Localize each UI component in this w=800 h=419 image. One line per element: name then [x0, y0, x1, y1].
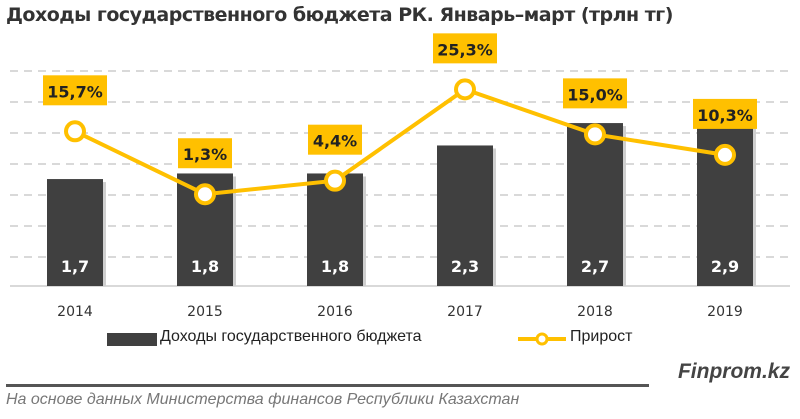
brand-logo: Finprom.kz [677, 360, 790, 383]
growth-label: 1,3% [183, 145, 227, 164]
chart-plot: 1,7 2014 1,8 2015 1,8 2016 2,3 2017 2,7 2018 2,9 20… [10, 33, 790, 320]
bar-value-label: 1,7 [61, 257, 89, 276]
x-tick-label: 2017 [447, 304, 483, 320]
bar-value-label: 2,9 [711, 257, 739, 276]
growth-label: 25,3% [437, 40, 493, 59]
growth-point [714, 143, 736, 166]
bar [697, 111, 753, 286]
legend: Доходы государственного бюджета Прирост [0, 327, 800, 351]
x-tick-label: 2016 [317, 304, 353, 320]
bar-value-label: 1,8 [321, 257, 349, 276]
growth-point [194, 183, 216, 206]
legend-line-swatch [518, 332, 566, 346]
source-note: На основе данных Министерства финансов Р… [6, 391, 520, 408]
x-tick-label: 2014 [57, 304, 93, 320]
growth-point [64, 120, 86, 143]
growth-label-box [433, 33, 497, 64]
growth-label: 15,0% [567, 85, 623, 104]
bar [47, 179, 103, 286]
growth-point [584, 123, 606, 146]
bar [307, 173, 363, 286]
x-tick-label: 2015 [187, 304, 223, 320]
footer-divider [6, 384, 649, 387]
growth-label-box [308, 124, 362, 155]
growth-label-box [178, 138, 232, 169]
growth-label-box [693, 98, 757, 129]
legend-line-label: Прирост [570, 328, 633, 345]
growth-point [324, 169, 346, 192]
bar [567, 123, 623, 286]
x-tick-label: 2018 [577, 304, 613, 320]
x-tick-label: 2019 [707, 304, 743, 320]
growth-label: 15,7% [47, 82, 103, 101]
legend-bar-swatch [107, 333, 157, 346]
growth-label-box [563, 78, 627, 109]
bar-value-label: 1,8 [191, 257, 219, 276]
bar [437, 145, 493, 286]
chart-title: Доходы государственного бюджета РК. Янва… [6, 4, 673, 26]
bar-value-label: 2,7 [581, 257, 609, 276]
growth-line [74, 87, 726, 197]
growth-label: 4,4% [313, 132, 357, 151]
growth-label-box [43, 75, 107, 106]
growth-point [454, 78, 476, 101]
bar-value-label: 2,3 [451, 257, 479, 276]
growth-label: 10,3% [697, 106, 753, 125]
legend-bar-label: Доходы государственного бюджета [160, 328, 422, 345]
